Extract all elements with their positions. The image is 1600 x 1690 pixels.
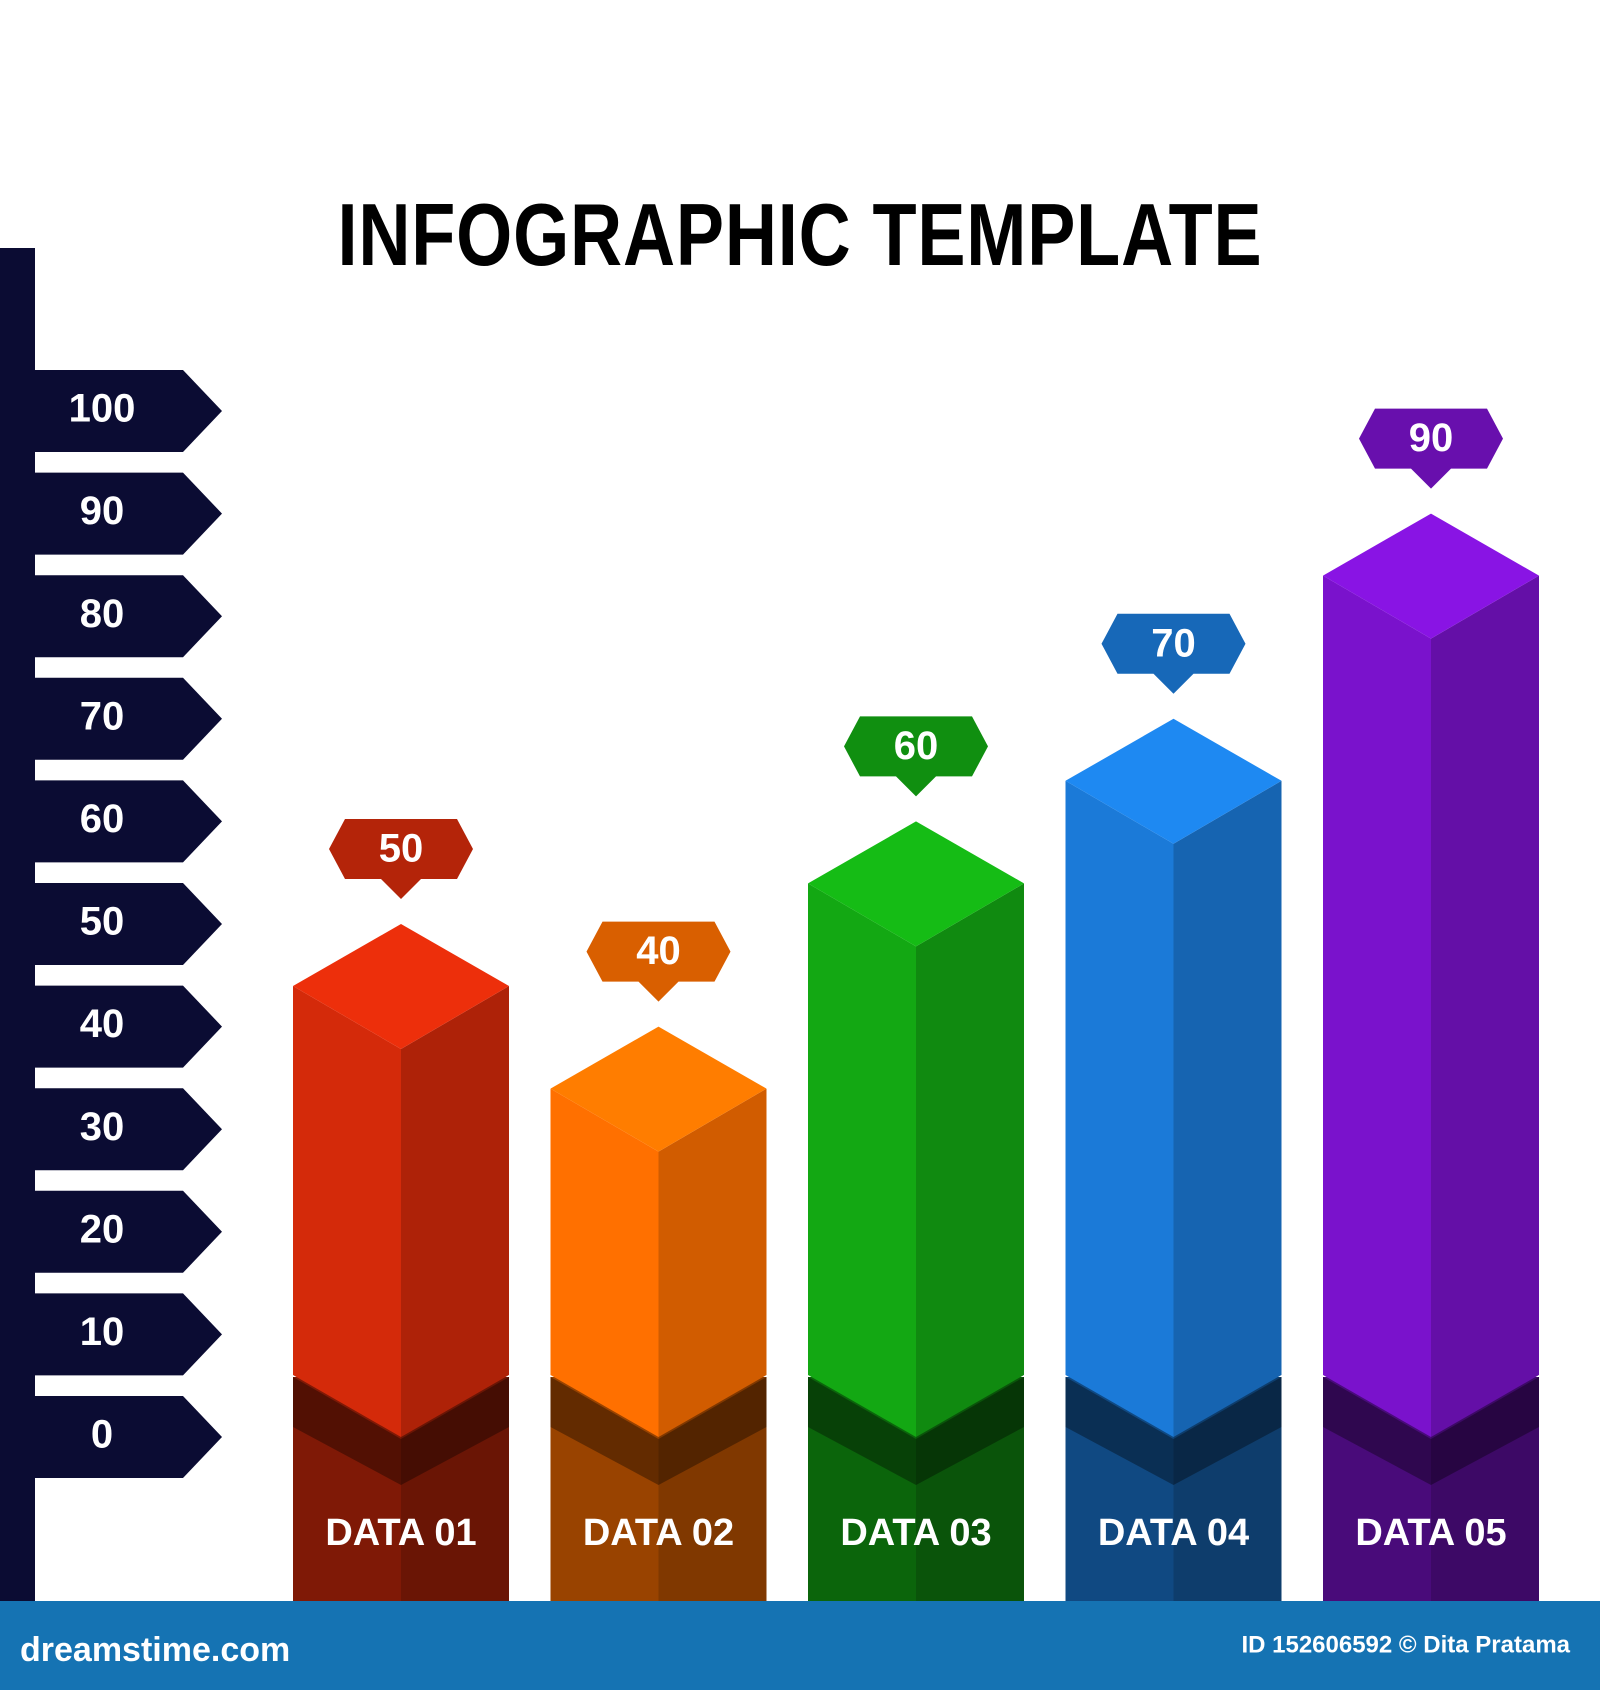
bar-top-face — [293, 924, 509, 1049]
bar — [1065, 718, 1282, 1601]
value-badge — [1101, 613, 1246, 694]
x-tick-label: DATA 03 — [840, 1512, 991, 1554]
bar-top-face — [808, 821, 1024, 947]
bar-shadow — [293, 1377, 509, 1485]
value-badge — [844, 716, 988, 797]
bar-shadow — [1065, 1377, 1282, 1485]
value-badge — [1359, 408, 1503, 489]
y-tick-label: 60 — [80, 797, 125, 841]
x-tick-label: DATA 02 — [583, 1512, 734, 1554]
footer-left: dreamstime.com — [20, 1631, 290, 1669]
x-tick-label: DATA 01 — [325, 1512, 476, 1554]
chart-title: INFOGRAPHIC TEMPLATE — [337, 187, 1262, 285]
value-label: 40 — [636, 929, 681, 973]
bar-right-face — [1173, 780, 1282, 1437]
bar — [1323, 513, 1539, 1601]
value-badge — [586, 921, 731, 1002]
y-tick-label: 50 — [80, 900, 125, 944]
bar-top-face — [550, 1026, 767, 1152]
y-tick-label: 20 — [80, 1207, 125, 1251]
y-tick-arrow — [35, 883, 222, 965]
bar-top-face — [1065, 718, 1282, 844]
bar-shadow — [1323, 1377, 1539, 1485]
y-tick-arrow — [35, 1396, 222, 1478]
value-label: 50 — [379, 827, 424, 871]
y-tick-label: 90 — [80, 489, 125, 533]
y-tick-label: 80 — [80, 592, 125, 636]
x-tick-label: DATA 04 — [1098, 1512, 1249, 1554]
bar — [808, 821, 1024, 1601]
bar-left-face — [1323, 575, 1431, 1437]
bar-left-face — [550, 1088, 659, 1437]
bar — [293, 924, 509, 1601]
y-tick-arrow — [35, 1190, 222, 1273]
bar-left-face — [293, 986, 401, 1437]
bar-shadow — [550, 1377, 767, 1485]
y-tick-label: 30 — [80, 1105, 125, 1149]
bar — [550, 1026, 767, 1601]
value-badge — [329, 819, 473, 899]
bar-right-face — [916, 883, 1024, 1437]
bar-left-face — [808, 883, 916, 1437]
value-label: 70 — [1151, 621, 1196, 665]
y-tick-arrow — [35, 472, 222, 555]
bar-left-face — [1065, 780, 1174, 1437]
y-tick-arrow — [35, 780, 222, 863]
y-tick-label: 40 — [80, 1002, 125, 1046]
y-tick-arrow — [35, 370, 222, 452]
x-tick-label: DATA 05 — [1355, 1512, 1506, 1554]
y-tick-arrow — [35, 985, 222, 1068]
footer-band — [0, 1601, 1600, 1690]
bar-top-face — [1323, 513, 1539, 639]
bar-shadow — [808, 1377, 1024, 1485]
bar-right-face — [1431, 575, 1539, 1437]
bar-right-face — [658, 1088, 767, 1437]
y-tick-arrow — [35, 1088, 222, 1171]
footer-right: ID 152606592 © Dita Pratama — [1241, 1631, 1570, 1658]
value-label: 60 — [894, 724, 939, 768]
y-tick-arrow — [35, 1293, 222, 1376]
y-tick-arrow — [35, 677, 222, 760]
y-tick-label: 0 — [91, 1413, 113, 1457]
y-axis-bar — [0, 248, 35, 1601]
y-tick-label: 100 — [69, 387, 136, 431]
y-tick-label: 10 — [80, 1310, 125, 1354]
y-tick-label: 70 — [80, 694, 125, 738]
bar-right-face — [401, 986, 509, 1437]
value-label: 90 — [1409, 416, 1454, 460]
y-tick-arrow — [35, 575, 222, 658]
